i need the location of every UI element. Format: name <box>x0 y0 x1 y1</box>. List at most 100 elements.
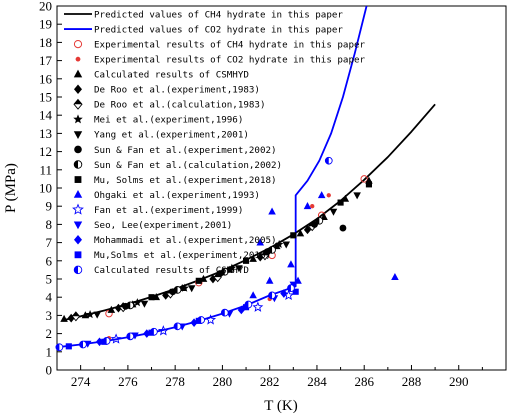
data-point <box>220 308 229 317</box>
x-tick-label: 282 <box>260 374 280 389</box>
legend-entry: Yang et al.(experiment,2001) <box>73 130 249 141</box>
data-point <box>220 267 229 276</box>
legend-label: Sun & Fan et al.(calculation,2002) <box>94 160 282 171</box>
data-point <box>148 294 155 301</box>
y-tick-label: 0 <box>46 363 53 378</box>
x-tick-label: 290 <box>449 374 469 389</box>
data-point <box>274 239 284 249</box>
legend-label: Experimental results of CH4 hydrate in t… <box>94 39 366 50</box>
data-point <box>65 343 72 350</box>
legend-entry: Ohgaki et al.(experiment,1993) <box>73 190 260 201</box>
x-tick-label: 284 <box>307 374 327 389</box>
x-tick-label: 288 <box>402 374 422 389</box>
data-point <box>110 333 122 344</box>
legend-label: Fan et al.(experiment,1999) <box>94 205 243 216</box>
plot-area <box>55 5 436 352</box>
data-point <box>195 277 202 284</box>
data-point <box>150 327 158 336</box>
data-point <box>353 192 361 200</box>
data-point <box>268 246 276 254</box>
tick-labels: 274 276 278 280 282 284 286 288 2900123456789101… <box>39 0 468 389</box>
legend-entry: Seo, Lee(experiment,2001) <box>73 220 232 231</box>
series-7 <box>85 239 284 319</box>
x-tick-label: 280 <box>213 374 233 389</box>
legend-entry: Mu,Solms et al.(experiment,2018) <box>74 250 271 261</box>
legend-entry: De Roo et al.(experiment,1983) <box>74 84 260 96</box>
legend-entry: Sun & Fan et al.(calculation,2002) <box>73 160 282 171</box>
data-point <box>292 288 299 295</box>
legend-label: Mu,Solms et al.(experiment,2018) <box>94 250 271 261</box>
series-11 <box>148 181 372 301</box>
legend-label: Mohammadi et al.(experiment,2005) <box>94 235 277 246</box>
data-point <box>329 208 338 216</box>
legend-marker <box>73 160 83 169</box>
data-point <box>310 204 315 209</box>
y-tick-label: 15 <box>39 90 52 105</box>
legend-label: Calculated results of CSMHYD <box>94 70 249 81</box>
data-point <box>227 263 237 272</box>
data-point <box>244 300 253 309</box>
data-point <box>85 309 95 319</box>
legend-entry: Mei et al.(experiment,1996) <box>73 114 243 126</box>
data-point <box>280 289 288 298</box>
data-point <box>60 314 68 322</box>
data-point <box>256 252 264 262</box>
data-point <box>287 260 295 268</box>
data-point <box>265 276 274 284</box>
data-point <box>157 325 169 336</box>
data-point <box>324 156 333 165</box>
y-tick-label: 13 <box>39 126 52 141</box>
y-axis-title: P (MPa) <box>3 163 19 213</box>
y-tick-label: 18 <box>39 35 52 50</box>
data-point <box>282 241 291 249</box>
legend-entry: Experimental results of CH4 hydrate in t… <box>73 39 366 50</box>
legend-entry: Experimental results of CO2 hydrate in t… <box>75 54 366 65</box>
data-point <box>81 311 90 319</box>
data-point <box>197 316 206 324</box>
legend-label: Mei et al.(experiment,1996) <box>94 115 243 126</box>
legend-label: De Roo et al.(experiment,1983) <box>94 85 260 96</box>
data-point <box>360 175 368 183</box>
legend-marker <box>73 221 83 230</box>
data-point <box>55 343 64 352</box>
data-point <box>173 286 182 294</box>
data-point <box>187 285 196 293</box>
data-point <box>303 202 312 210</box>
y-tick-label: 10 <box>39 181 52 196</box>
y-tick-label: 12 <box>39 144 52 159</box>
data-point <box>71 311 81 322</box>
legend-marker <box>73 40 83 49</box>
y-tick-label: 5 <box>46 272 53 287</box>
data-point <box>242 257 250 264</box>
legend-marker <box>73 69 83 78</box>
data-point <box>268 207 276 215</box>
data-point <box>287 284 295 292</box>
x-axis-title: T (K) <box>264 398 297 414</box>
data-point <box>126 332 135 341</box>
y-tick-label: 11 <box>39 162 52 177</box>
y-tick-label: 1 <box>46 344 53 359</box>
data-point <box>296 229 305 237</box>
legend-marker <box>74 84 82 95</box>
data-point <box>126 301 135 310</box>
legend-label: Seo, Lee(experiment,2001) <box>94 220 232 231</box>
legend-marker <box>75 56 81 62</box>
legend-label: Calculated results of CSMHYD <box>94 265 249 276</box>
legend-marker <box>74 234 82 245</box>
data-point <box>107 305 116 313</box>
legend-label: Experimental results of CO2 hydrate in t… <box>94 54 366 65</box>
y-tick-label: 20 <box>39 0 52 14</box>
legend-entry: Sun & Fan et al.(experiment,2002) <box>74 145 277 156</box>
legend-entry: Fan et al.(experiment,1999) <box>72 203 243 216</box>
data-point <box>337 199 344 206</box>
data-point <box>315 216 324 225</box>
y-tick-label: 16 <box>39 71 53 86</box>
data-point <box>235 265 243 273</box>
legend-marker <box>73 265 83 275</box>
legend-entry: Mohammadi et al.(experiment,2005) <box>74 234 277 246</box>
y-tick-label: 19 <box>39 17 52 32</box>
x-tick-label: 274 <box>71 374 91 389</box>
legend-marker <box>73 98 83 110</box>
data-point <box>205 314 217 325</box>
